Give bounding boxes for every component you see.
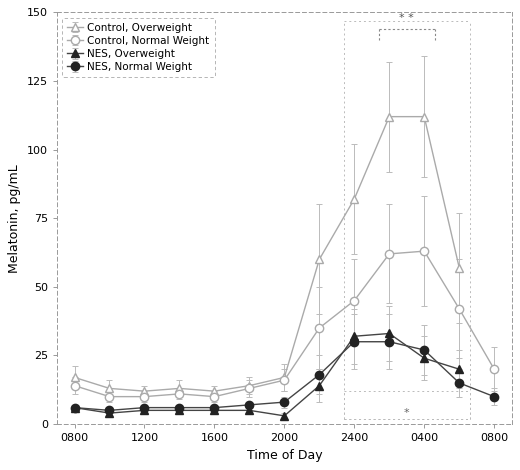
Text: * *: * * [399, 13, 414, 24]
Y-axis label: Melatonin, pg/mL: Melatonin, pg/mL [8, 164, 21, 273]
Legend: Control, Overweight, Control, Normal Weight, NES, Overweight, NES, Normal Weight: Control, Overweight, Control, Normal Wei… [62, 17, 215, 78]
X-axis label: Time of Day: Time of Day [246, 449, 322, 462]
Text: *: * [404, 408, 410, 418]
